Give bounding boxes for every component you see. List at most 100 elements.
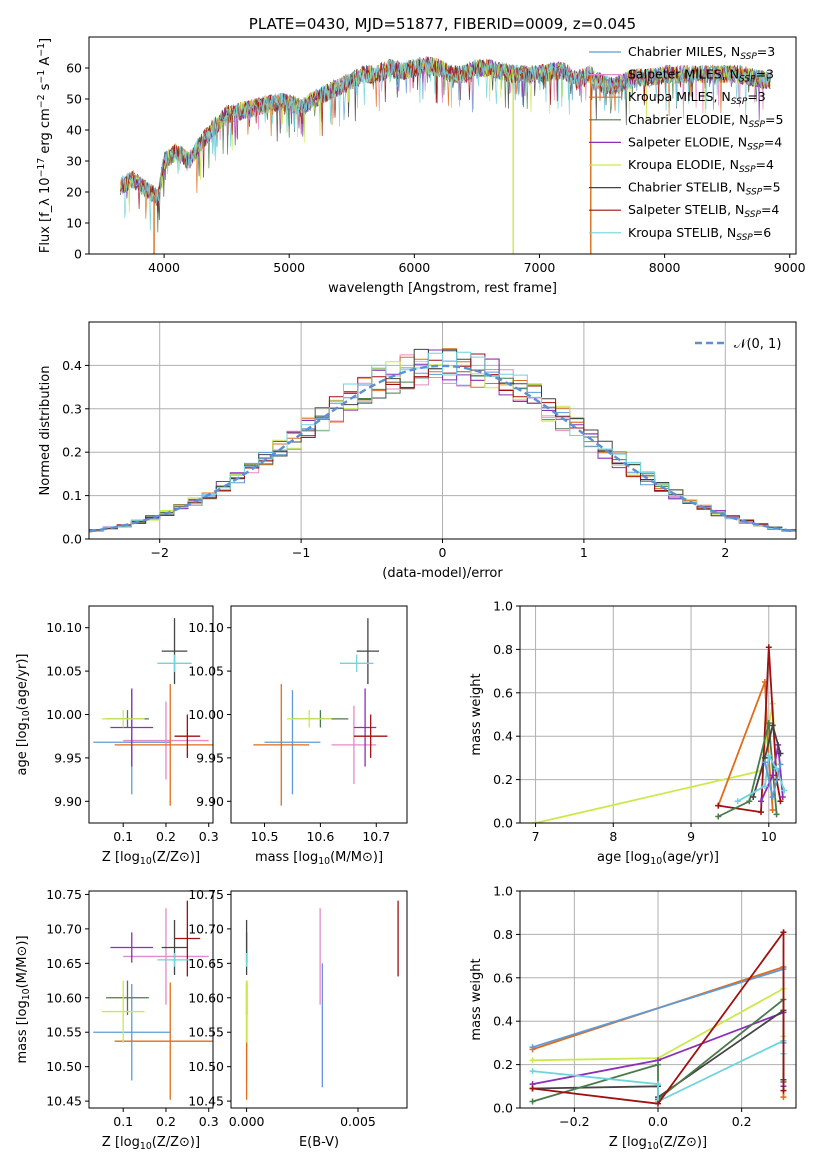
weight-marker	[655, 1081, 661, 1088]
y-tick-label: 0	[74, 247, 82, 262]
x-tick-label: 10.5	[251, 829, 279, 844]
error-bar-point	[123, 701, 209, 780]
y-tick-label: 10.75	[46, 887, 82, 902]
y-tick-label: 0.0	[493, 1101, 513, 1116]
legend-label: Salpeter ELODIE, NSSP=4	[628, 134, 782, 152]
weight_vs_age-frame	[519, 605, 797, 824]
x-tick-label: 10	[761, 829, 777, 844]
y-tick-label: 0.2	[493, 1057, 513, 1072]
weight_vs_Z-chart-axes: −0.2 0.0 0.2 0.0 0.2 0.4 0.6 0.8 1.0 Z [log10(Z/Z…	[469, 884, 796, 1152]
y-tick-label: 10.10	[46, 620, 82, 635]
weight-marker	[750, 793, 757, 800]
y-tick-label: 9.90	[196, 794, 224, 809]
y-tick-label: 10.60	[188, 990, 224, 1005]
y-tick-label: 10.50	[188, 1059, 224, 1074]
x-axis-label: age [log10(age/yr)]	[597, 850, 719, 867]
weight-marker	[655, 1100, 661, 1107]
x-tick-label: 10.6	[306, 829, 334, 844]
x-tick-label: 7000	[524, 260, 556, 275]
x-tick-label: 0.2	[156, 829, 176, 844]
legend-label: Chabrier ELODIE, NSSP=5	[628, 112, 783, 130]
x-tick-label: 1	[580, 545, 588, 560]
weight-marker	[529, 1057, 536, 1064]
y-tick-label: 50	[66, 92, 82, 107]
spectrum-frame	[88, 36, 797, 255]
error-bar-point	[174, 900, 201, 977]
y-axis-label: mass weight	[469, 958, 484, 1040]
age_vs_Z-frame	[88, 605, 214, 824]
legend-label: Kroupa ELODIE, NSSP=4	[628, 157, 774, 175]
chart-title: PLATE=0430, MJD=51877, FIBERID=0009, z=0…	[249, 15, 636, 33]
y-tick-label: 10.75	[188, 887, 224, 902]
y-tick-label: 10.55	[46, 1025, 82, 1040]
legend-label: Chabrier STELIB, NSSP=5	[628, 180, 781, 198]
x-tick-label: 6000	[398, 260, 430, 275]
y-axis-label: Flux [f_λ 10−17 erg cm−2 s−1 A−1]	[36, 38, 53, 253]
y-tick-label: 0.3	[62, 401, 82, 416]
y-tick-label: 10.00	[188, 707, 224, 722]
x-axis-label: (data-model)/error	[382, 566, 503, 581]
weight-marker	[780, 929, 787, 936]
y-tick-label: 10.00	[46, 707, 82, 722]
y-tick-label: 20	[66, 185, 82, 200]
weight-marker	[734, 798, 741, 805]
y-tick-label: 10.45	[188, 1094, 224, 1109]
x-tick-label: −2	[150, 545, 168, 560]
x-tick-label: 5000	[273, 260, 305, 275]
weight-marker	[655, 1061, 661, 1068]
y-tick-label: 0.0	[493, 816, 513, 831]
weight-marker	[715, 802, 722, 809]
y-tick-label: 0.0	[62, 532, 82, 547]
mass_vs_ebv-chart-axes: 0.000 0.005 10.45 10.50 10.55 10.60 10.65 10.70…	[188, 887, 376, 1150]
weight-marker	[746, 798, 753, 805]
weight-marker	[758, 809, 765, 816]
weight-marker	[529, 1044, 536, 1051]
y-tick-label: 10.45	[46, 1094, 82, 1109]
weight-marker	[773, 811, 780, 818]
x-tick-label: 0.3	[199, 829, 219, 844]
age_vs_mass-frame	[230, 605, 408, 824]
error-bar-point	[157, 953, 192, 967]
weight-marker	[769, 722, 776, 729]
weight_vs_Z-frame	[519, 890, 797, 1109]
x-tick-label: 8000	[649, 260, 681, 275]
y-tick-label: 10.65	[46, 956, 82, 971]
y-tick-label: 0.1	[62, 488, 82, 503]
residuals-frame	[88, 321, 797, 540]
x-tick-label: 0.1	[113, 829, 133, 844]
x-tick-label: 0.2	[156, 1114, 176, 1129]
y-tick-label: 0.2	[493, 772, 513, 787]
y-axis-label: mass weight	[469, 673, 484, 755]
y-tick-label: 0.2	[62, 445, 82, 460]
error-bar-point	[101, 710, 145, 728]
x-axis-label: Z [log10(Z/Z⊙)]	[102, 1135, 200, 1152]
weight-marker	[765, 644, 772, 651]
residuals-chart-axes: −2 −1 0 1 2 0.0 0.1 0.2 0.3 0.4 (data-model)/error…	[38, 322, 796, 581]
error-bar-point	[174, 714, 201, 758]
weight-marker	[532, 820, 539, 823]
y-tick-label: 10	[66, 216, 82, 231]
weight-marker	[777, 750, 784, 757]
y-tick-label: 40	[66, 123, 82, 138]
weight-marker	[761, 783, 768, 790]
spectrum-line	[119, 58, 771, 231]
y-tick-label: 0.8	[493, 642, 513, 657]
x-tick-label: 0	[439, 545, 447, 560]
legend-label: Kroupa STELIB, NSSP=6	[628, 225, 771, 243]
weight-marker	[780, 1087, 787, 1094]
y-tick-label: 9.95	[54, 750, 82, 765]
weight-line	[760, 744, 784, 802]
error-bar-point	[101, 980, 145, 1043]
weight_vs_age-chart-axes: 7 8 9 10 0.0 0.2 0.4 0.6 0.8 1.0 age [log10(age/yr…	[469, 599, 796, 867]
error-bar-point	[339, 654, 374, 672]
histogram-step	[89, 351, 796, 534]
error-bar-point	[93, 984, 171, 1081]
x-tick-label: −1	[292, 545, 310, 560]
spectrum-legend: Chabrier MILES, NSSP=3 Salpeter MILES, NS…	[589, 44, 783, 243]
y-tick-label: 0.6	[493, 685, 513, 700]
legend-label: Salpeter MILES, NSSP=3	[628, 67, 774, 85]
legend-label: 𝒩(0, 1)	[734, 337, 781, 352]
x-tick-label: 2	[721, 545, 729, 560]
error-bar-point	[253, 684, 310, 806]
y-tick-label: 10.60	[46, 990, 82, 1005]
